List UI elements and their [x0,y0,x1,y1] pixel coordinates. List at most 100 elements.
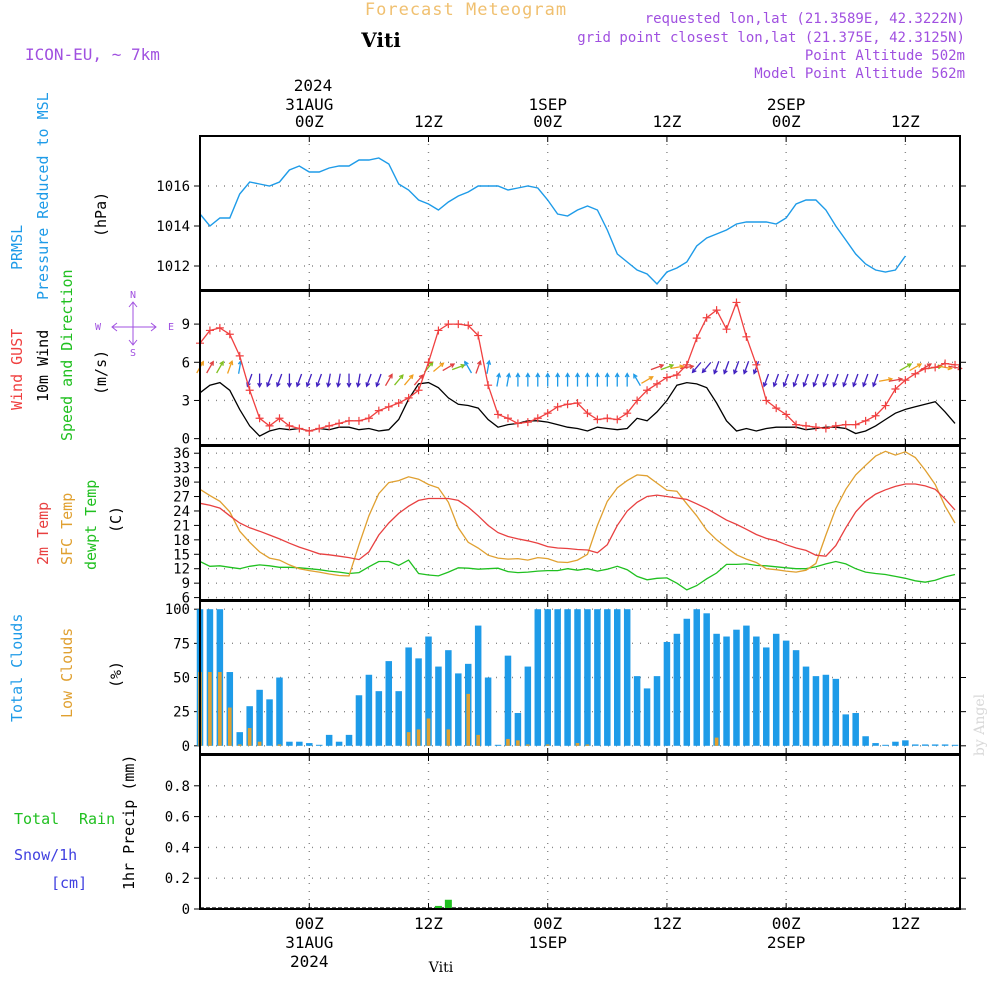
wind-direction-arrowhead [276,382,281,388]
wind-direction-arrowhead [752,369,758,375]
credit-watermark: by Angel [972,693,988,756]
wind-direction-arrow [375,373,382,387]
pressure-label-short: PRMSL [8,225,26,270]
total-clouds-bar [484,677,492,746]
total-clouds-label: Total Clouds [8,614,26,722]
wind-direction-arrow [394,374,404,386]
total-clouds-bar [802,666,810,746]
wind-direction-arrowhead [257,382,263,388]
total-clouds-bar [474,625,482,746]
wind-gust-marker [692,334,701,343]
wind-direction-arrowhead [355,382,361,388]
total-clouds-bar [455,673,462,746]
wind-direction-arrowhead [486,359,492,365]
wind-gust-marker [235,351,244,360]
total-clouds-bar [504,655,512,746]
wind-direction-arrow [650,364,664,371]
wind-direction-arrowhead [418,374,424,380]
wind-direction-arrow [276,373,283,387]
low-clouds-bar [466,693,471,746]
total-clouds-bar [335,741,343,746]
wind-gust-marker [553,402,562,411]
wind-direction-arrowhead [496,372,502,378]
pressure-panel: PRMSL Pressure Reduced to MSL (hPa) 1012… [8,92,966,300]
wind-gust-marker [732,298,741,307]
wind-gust-marker [593,415,602,424]
point-altitude: Point Altitude 502m [805,48,965,64]
total-clouds-bar [912,744,919,746]
precip-panel: Total Rain Snow/1h [cm] 1hr Precip (mm) … [14,754,966,918]
temp-unit: (C) [107,506,125,533]
wind-gust-marker [821,424,830,433]
wind-direction-arrow [763,373,770,387]
wind-gust-marker [891,385,900,393]
wind-gust-marker [275,414,284,423]
total-clouds-bar [524,666,532,746]
total-clouds-bar [663,641,671,746]
y-tick-label: 0.2 [165,871,190,887]
wind-direction-arrowhead [295,382,301,388]
top-time-label: 31AUG [285,95,333,114]
bottom-time-label: 2024 [290,952,329,971]
wind-gust-marker [374,406,383,415]
total-clouds-bar [643,688,651,746]
total-clouds-bar [683,618,691,746]
wind-gust-marker [881,401,890,410]
wind-gust-marker [742,332,751,341]
total-clouds-bar [306,743,313,746]
wind-direction-arrowhead [822,382,828,388]
clouds-unit: (%) [107,661,125,688]
wind-direction-arrowhead [219,360,224,366]
compass-e: E [168,322,174,333]
total-clouds-bar [623,609,631,746]
wind-gust-marker [444,320,453,329]
total-clouds-bar [872,743,879,746]
y-tick-label: 0 [182,739,190,755]
clouds-plot: 0 25 50 75 100 [165,600,966,755]
wind-gust-marker [295,424,304,433]
total-clouds-bar [355,695,363,746]
wind-direction-arrowhead [772,382,778,388]
total-clouds-bar [564,609,571,746]
wind-gust-marker [354,416,363,425]
wind-direction-arrow [692,361,702,373]
wind-gust-marker [543,409,552,418]
wind-direction-arrow [743,361,750,374]
low-clouds-bar [476,734,480,746]
y-tick-label: 3 [182,393,190,409]
wind-gust-marker [255,414,264,423]
wind-direction-arrowhead [246,382,251,388]
wind-10m-label: 10m Wind [34,330,52,402]
wind-direction-arrowhead [336,382,341,388]
total-clouds-bar [673,633,681,746]
wind-direction-arrowhead [723,369,728,375]
total-clouds-bar [584,609,591,746]
low-clouds-bar [526,744,530,746]
wind-direction-arrow [486,360,490,374]
y-tick-label: 27 [173,490,190,506]
total-clouds-bar [266,699,273,746]
wind-direction-arrow [266,373,273,387]
y-tick-label: 33 [173,461,190,477]
wind-direction-arrowhead [575,372,581,378]
bottom-time-label: 00Z [533,914,562,933]
total-clouds-bar [256,689,263,746]
wind-gust-marker [782,410,791,419]
total-clouds-bar [435,666,442,746]
wind-gust-marker [414,386,423,395]
compass-w: W [95,322,102,333]
footer-location: Viti [428,960,454,976]
wind-direction-arrow [852,373,859,387]
wind-gust-marker [702,313,711,322]
wind-direction-arrowhead [691,368,697,374]
total-clouds-bar [723,636,730,746]
bottom-time-label: 2SEP [767,933,806,952]
wind-gust-marker [811,423,820,432]
wind-gust-marker [662,373,671,382]
low-clouds-bar [575,743,580,746]
low-clouds-bar [237,744,242,746]
total-clouds-bar [782,640,790,746]
wind-direction-arrowhead [614,372,620,378]
wind-speed-line [199,381,956,437]
low-clouds-bar [277,744,282,746]
